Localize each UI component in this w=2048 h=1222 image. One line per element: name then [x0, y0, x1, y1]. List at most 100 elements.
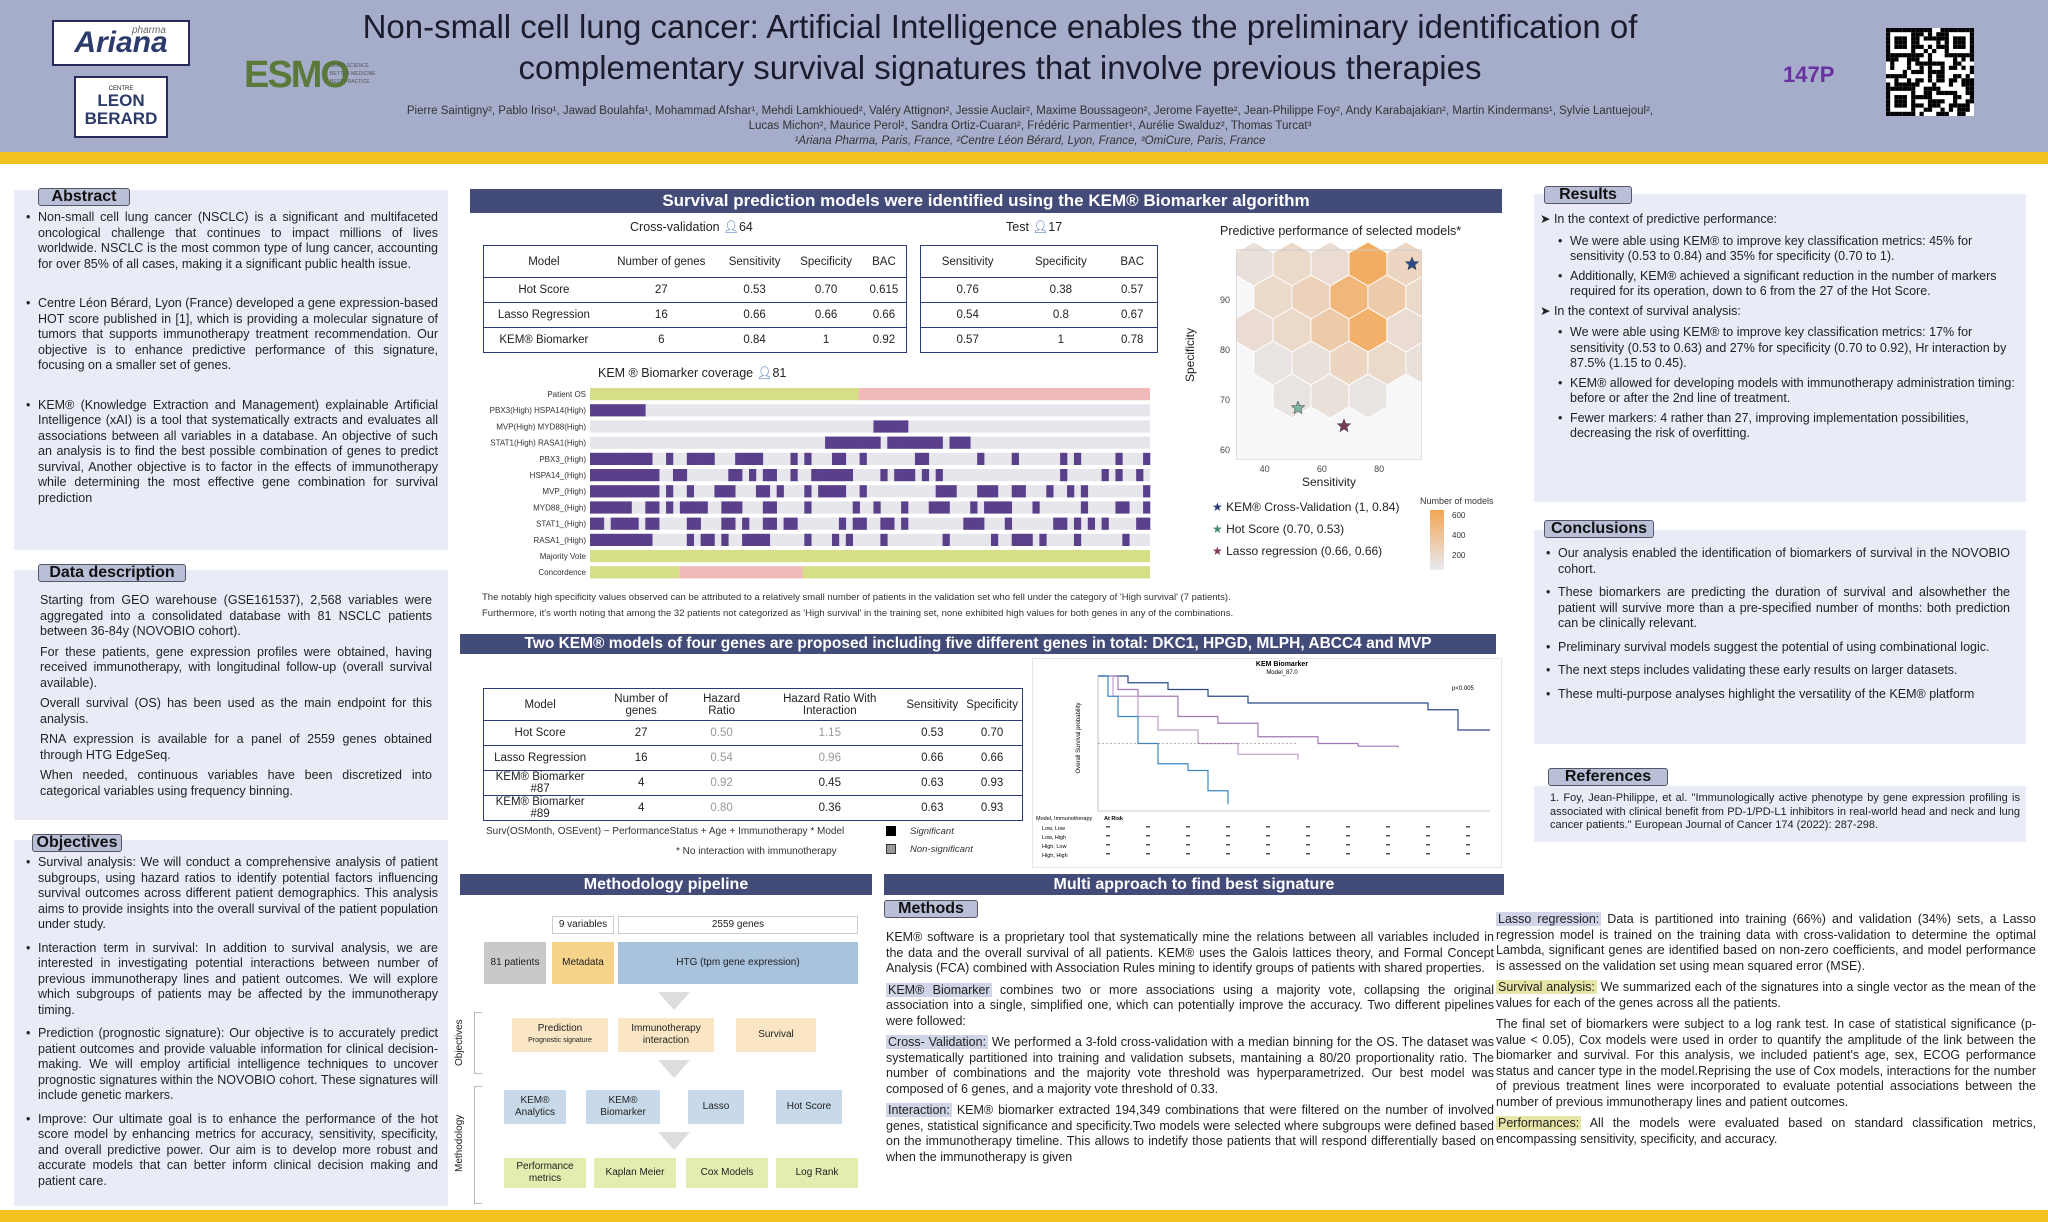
- table-cell: Hot Score: [483, 277, 604, 303]
- gold-divider: [0, 152, 2048, 164]
- methods-p4-text: KEM® biomarker extracted 194,349 combina…: [886, 1103, 1494, 1164]
- heatmap-row-label: STAT1_(High): [536, 520, 586, 529]
- abstract-text: Non-small cell lung cancer (NSCLC) is a …: [24, 210, 438, 514]
- risk-count-mark: [1226, 853, 1230, 855]
- heatmap-cell: [859, 517, 867, 530]
- results-h2-text: In the context of survival analysis:: [1553, 303, 1741, 318]
- gold-footer: [0, 1210, 2048, 1222]
- risk-count-mark: [1306, 844, 1310, 846]
- results-heading: Results: [1544, 186, 1632, 204]
- risk-count-mark: [1266, 844, 1270, 846]
- heatmap-cell: [1122, 501, 1130, 514]
- conclusion-item: Our analysis enabled the identification …: [1544, 546, 2010, 577]
- heatmap-cell: [742, 533, 750, 546]
- bracket: [474, 1012, 482, 1074]
- table-cell: 0.53: [902, 720, 963, 746]
- leon-logo-small: CENTRE: [108, 86, 134, 92]
- heatmap-cell: [880, 517, 888, 530]
- table-cell: KEM® Biomarker #89: [495, 796, 585, 820]
- qr-code-icon[interactable]: [1886, 28, 1974, 116]
- risk-count-mark: [1346, 826, 1350, 828]
- table-cell: 6: [658, 334, 665, 346]
- logrank-box: Log Rank: [776, 1158, 858, 1188]
- hex-cell: [1348, 373, 1388, 419]
- km-y-label: Overall Survival probability: [1076, 702, 1082, 773]
- heatmap-cell: [825, 469, 833, 482]
- heatmap-cell: [742, 517, 750, 530]
- hex-plot: 40 60 8090807060SensitivitySpecificityNumb…: [1180, 240, 1510, 580]
- heatmap-cell: [1143, 501, 1151, 514]
- conclusion-item: Preliminary survival models suggest the …: [1544, 640, 2010, 656]
- heatmap-cell: [686, 533, 695, 546]
- ariana-logo: Ariana pharma: [52, 20, 190, 66]
- heatmap-cell: [804, 452, 812, 465]
- table-cell: 0.70: [790, 277, 862, 303]
- table-cell: 1: [1057, 334, 1065, 346]
- heatmap-row-bg: [590, 533, 1150, 546]
- kem-star-icon: [1404, 256, 1420, 271]
- table-cell: 0.57: [956, 334, 979, 346]
- heatmap-cell: [859, 485, 867, 498]
- heatmap-cell: [603, 501, 612, 514]
- cv-table: Model Number of genes Sensitivity Specifici…: [483, 245, 907, 353]
- heatmap-cell: [1115, 469, 1123, 482]
- heatmap-cell: [652, 517, 660, 530]
- legend-label: Hot Score (0.70, 0.53): [1226, 522, 1345, 536]
- table-cell: 1: [822, 334, 830, 346]
- objective-item: Interaction term in survival: In additio…: [24, 941, 438, 1019]
- methods-p4: Interaction: KEM® biomarker extracted 19…: [886, 1103, 1494, 1165]
- heatmap-cell: [610, 469, 618, 482]
- performance-box: Performance metrics: [504, 1158, 586, 1188]
- heatmap-cell: [804, 485, 812, 498]
- heatmap-cell: [838, 452, 847, 465]
- heatmap-row-label: MVP_(High): [542, 487, 586, 496]
- heatmap-cell: [997, 501, 1006, 514]
- table-header: Number of genes: [603, 245, 719, 278]
- heatmap-cell: [1080, 501, 1089, 514]
- risk-count-mark: [1386, 853, 1390, 855]
- risk-count-mark: [1426, 835, 1430, 837]
- table-cell: 0.615: [861, 277, 907, 303]
- heatmap-cell: [1060, 452, 1068, 465]
- lasso-text: Data is partitioned into training (66%) …: [1496, 912, 2036, 973]
- table-row: 0.57 1 0.78: [921, 328, 1158, 353]
- risk-count-mark: [1466, 853, 1470, 855]
- test-label: Test 👤︎17: [1006, 220, 1062, 235]
- conclusions-list: Our analysis enabled the identification …: [1544, 546, 2010, 710]
- esmo-tagline: GOOD SCIENCE BETTER MEDICINE BEST PRACTI…: [330, 63, 376, 85]
- heatmap-cell: [596, 533, 605, 546]
- heatmap-cell: [894, 420, 902, 433]
- methods-p1: KEM® software is a proprietary tool that…: [886, 930, 1494, 975]
- heatmap-cell: [624, 485, 632, 498]
- title-line-2: complementary survival signatures that i…: [518, 49, 1482, 86]
- heatmap-cell: [645, 517, 653, 530]
- heatmap-cell: [749, 469, 757, 482]
- objective-item: Survival analysis: We will conduct a com…: [24, 855, 438, 933]
- table-cell: 0.53: [718, 277, 791, 303]
- heatmap-cell: [838, 517, 847, 530]
- table-cell: 0.93: [980, 802, 1004, 814]
- heatmap-cell: [873, 420, 881, 433]
- table-cell: 0.78: [1121, 334, 1144, 346]
- heatmap-cell: [942, 533, 950, 546]
- heatmap-cell: [631, 533, 639, 546]
- risk-count-mark: [1186, 835, 1190, 837]
- immuno-box: Immunotherapy interaction: [618, 1018, 714, 1052]
- results-text: ➤ In the context of predictive performan…: [1540, 212, 2024, 450]
- risk-count-mark: [1386, 835, 1390, 837]
- kem-biomarker-box: KEM® Biomarker: [586, 1090, 660, 1124]
- person-icon: 👤︎: [723, 220, 739, 234]
- hot-score-box: Hot Score: [776, 1090, 842, 1124]
- ariana-logo-text: Ariana: [74, 26, 168, 59]
- km-title: KEM Biomarker: [1256, 661, 1308, 668]
- color-scale-bar: [1430, 510, 1444, 570]
- heatmap-cell: [901, 501, 909, 514]
- heatmap-cell: [762, 517, 771, 530]
- results-h1: ➤ In the context of predictive performan…: [1540, 212, 1777, 226]
- lasso-star-icon: [1336, 418, 1352, 433]
- table-row: 0.54 0.8 0.67: [920, 302, 1158, 328]
- heatmap-cell: [802, 566, 1150, 579]
- heatmap-cell: [970, 517, 978, 530]
- table-cell: 0.63: [921, 802, 944, 814]
- heatmap-row-bg: [590, 452, 1150, 465]
